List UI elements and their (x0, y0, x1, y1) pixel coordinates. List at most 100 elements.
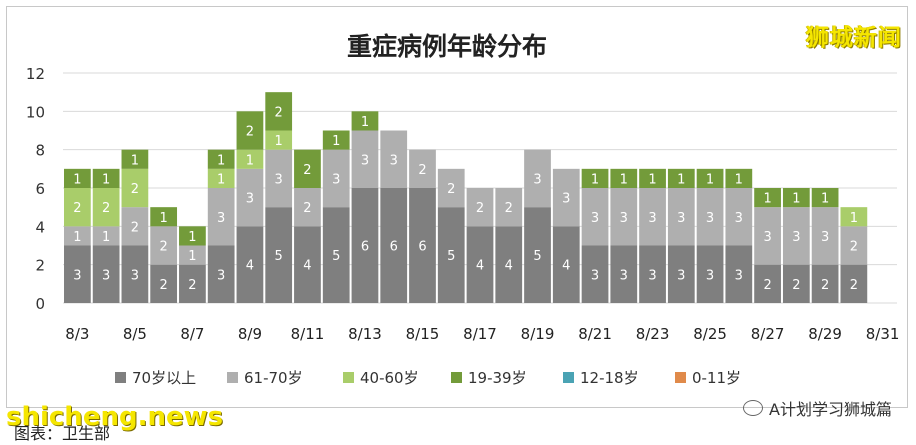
bar-segment-8/17-70岁以上 (466, 226, 494, 303)
bar-segment-8/8-61-70岁 (207, 188, 235, 246)
data-label: 3 (821, 230, 829, 245)
data-label: 3 (648, 268, 656, 283)
data-label: 3 (131, 268, 139, 283)
data-label: 1 (102, 172, 110, 187)
x-tick-label: 8/29 (808, 325, 842, 343)
legend-swatch (343, 372, 354, 383)
bar-segment-8/9-19-39岁 (236, 111, 264, 150)
data-label: 3 (246, 192, 254, 207)
bar-segment-8/10-19-39岁 (265, 92, 293, 131)
bar-segment-8/6-61-70岁 (150, 226, 178, 265)
bar-segment-8/21-70岁以上 (581, 245, 609, 303)
bar-segment-8/5-70岁以上 (121, 245, 149, 303)
x-tick-label: 8/9 (238, 325, 262, 343)
bar-segment-8/28-61-70岁 (782, 207, 810, 265)
data-label: 2 (73, 201, 81, 216)
labels-layer: 3 1 2 1 3 1 2 1 3 2 2 1 2 2 1 2 1 1 3 3 1 1 4 3 1 2 5 3 1 2 4 2 2 5 3 1 6 3 1 6… (73, 105, 858, 293)
x-tick-label: 8/19 (521, 325, 555, 343)
y-tick-label: 6 (35, 180, 45, 198)
bar-segment-8/26-70岁以上 (725, 245, 753, 303)
stacked-bar-chart: 3121312132212212113311431253124225316316… (26, 32, 900, 387)
bar-segment-8/29-61-70岁 (811, 207, 839, 265)
data-label: 2 (303, 163, 311, 178)
bar-segment-8/4-61-70岁 (92, 226, 120, 246)
bar-segment-8/12-70岁以上 (322, 207, 350, 303)
y-tick-label: 10 (26, 103, 45, 121)
data-label: 6 (390, 240, 398, 255)
data-label: 1 (217, 172, 225, 187)
bar-segment-8/19-61-70岁 (524, 149, 551, 208)
data-label: 1 (73, 172, 81, 187)
bar-segment-8/21-19-39岁 (581, 168, 609, 188)
data-label: 1 (850, 211, 858, 226)
data-label: 1 (73, 230, 81, 245)
data-label: 2 (447, 182, 455, 197)
bar-segment-8/8-19-39岁 (207, 149, 235, 169)
wechat-icon (743, 400, 764, 416)
legend-swatch (451, 372, 462, 383)
bar-segment-8/27-19-39岁 (754, 188, 781, 208)
data-label: 3 (677, 268, 685, 283)
data-label: 3 (763, 230, 771, 245)
bar-segment-8/10-70岁以上 (265, 207, 293, 303)
data-label: 4 (303, 259, 311, 274)
data-label: 3 (390, 153, 398, 168)
bar-segment-8/5-40-60岁 (121, 168, 149, 208)
data-label: 1 (763, 192, 771, 207)
data-label: 3 (275, 172, 283, 187)
legend-swatch (563, 372, 574, 383)
bar-segment-8/10-40-60岁 (265, 130, 293, 150)
bar-segment-8/12-19-39岁 (322, 130, 350, 150)
watermark-logo-text: 狮城新闻 (806, 25, 902, 51)
data-label: 2 (131, 220, 139, 235)
data-label: 1 (188, 230, 196, 245)
bar-segment-8/9-61-70岁 (236, 168, 264, 227)
chart-title: 重症病例年龄分布 (347, 32, 547, 61)
data-label: 2 (246, 125, 254, 140)
data-label: 2 (188, 278, 196, 293)
x-tick-label: 8/31 (866, 325, 900, 343)
bar-segment-8/26-19-39岁 (725, 168, 753, 188)
bar-segment-8/28-70岁以上 (782, 264, 810, 303)
wechat-account-tag: A计划学习狮城篇 (743, 396, 892, 420)
y-tick-label: 2 (35, 257, 45, 275)
data-label: 1 (620, 172, 628, 187)
legend-label: 0-11岁 (692, 369, 741, 387)
data-label: 3 (706, 268, 714, 283)
bar-segment-8/18-70岁以上 (495, 226, 523, 303)
data-label: 2 (160, 240, 168, 255)
bar-segment-8/20-70岁以上 (552, 226, 580, 303)
data-label: 3 (591, 268, 599, 283)
data-label: 5 (275, 249, 283, 264)
x-tick-label: 8/7 (180, 325, 204, 343)
data-label: 3 (735, 211, 743, 226)
bar-segment-8/5-61-70岁 (121, 207, 149, 246)
data-label: 3 (332, 172, 340, 187)
data-label: 1 (591, 172, 599, 187)
data-label: 2 (792, 278, 800, 293)
legend-label: 12-18岁 (580, 369, 639, 387)
bar-segment-8/24-61-70岁 (667, 188, 695, 246)
bar-segment-8/8-70岁以上 (207, 245, 235, 303)
bar-segment-8/26-61-70岁 (725, 188, 753, 246)
data-label: 2 (160, 278, 168, 293)
bar-segment-8/25-19-39岁 (696, 168, 724, 188)
bar-segment-8/6-70岁以上 (150, 264, 178, 303)
data-label: 1 (217, 153, 225, 168)
bar-segment-8/22-19-39岁 (610, 168, 638, 188)
bar-segment-8/3-61-70岁 (64, 226, 91, 246)
data-label: 1 (188, 249, 196, 264)
legend-swatch (115, 372, 126, 383)
legend-label: 40-60岁 (360, 369, 419, 387)
bar-segment-8/27-61-70岁 (754, 207, 781, 265)
data-label: 4 (562, 259, 570, 274)
data-label: 3 (677, 211, 685, 226)
data-label: 1 (677, 172, 685, 187)
watermark-site-url: shicheng.news (6, 402, 224, 432)
bar-segment-8/6-19-39岁 (150, 207, 178, 227)
bar-segment-8/8-40-60岁 (207, 168, 235, 188)
data-label: 3 (620, 211, 628, 226)
data-label: 1 (648, 172, 656, 187)
x-tick-label: 8/25 (693, 325, 727, 343)
y-tick-label: 0 (35, 295, 45, 313)
